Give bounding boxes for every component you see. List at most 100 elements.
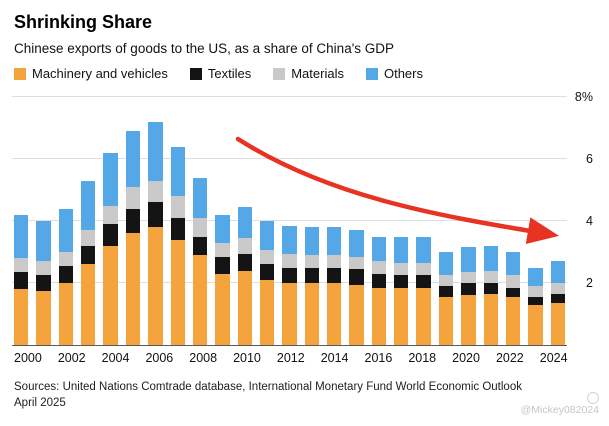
bar-segment: [103, 245, 118, 345]
bar-segment: [215, 256, 230, 274]
bar-segment: [103, 205, 118, 225]
bar-segment: [148, 202, 163, 228]
y-tick-label: 6: [586, 152, 593, 166]
y-tick-label: 8%: [574, 90, 593, 104]
bar-segment: [125, 208, 141, 234]
bar-segment: [371, 287, 387, 345]
y-tick-label: 2: [586, 276, 593, 290]
bar-2023: [528, 97, 543, 345]
bar-segment: [282, 283, 297, 345]
x-tick-label: 2022: [495, 351, 524, 365]
bar-segment: [170, 217, 185, 240]
bar-segment: [550, 261, 565, 284]
bar-segment: [483, 283, 498, 294]
bar-2004: [103, 97, 118, 345]
bar-segment: [237, 270, 252, 345]
bar-2006: [148, 97, 163, 345]
bar-segment: [483, 293, 498, 345]
bar-segment: [461, 295, 476, 345]
bar-segment: [215, 242, 230, 257]
x-tick-label: 2004: [101, 351, 130, 365]
bar-segment: [237, 238, 252, 254]
bar-segment: [215, 214, 230, 243]
bar-segment: [327, 255, 342, 268]
legend-swatch-icon: [189, 67, 202, 80]
y-tick-label: 4: [586, 214, 593, 228]
bar-segment: [36, 261, 51, 276]
bar-segment: [528, 296, 543, 305]
legend-item: Others: [365, 66, 423, 81]
bar-segment: [528, 304, 543, 345]
bar-segment: [327, 227, 342, 256]
header: Shrinking Share Chinese exports of goods…: [0, 0, 609, 56]
bar-segment: [416, 262, 431, 276]
legend-item: Textiles: [189, 66, 251, 81]
bar-segment: [81, 245, 96, 265]
x-tick-label: 2018: [408, 351, 437, 365]
bar-segment: [505, 275, 521, 288]
bar-segment: [170, 196, 185, 218]
x-tick-label: 2000: [14, 351, 42, 365]
x-tick-label: 2016: [364, 351, 393, 365]
bar-segment: [304, 227, 320, 256]
bar-segment: [259, 250, 275, 265]
bar-segment: [461, 272, 476, 284]
bar-segment: [416, 236, 431, 263]
bar-segment: [192, 177, 208, 218]
x-tick-label: 2002: [57, 351, 86, 365]
bar-2010: [237, 97, 252, 345]
bar-2008: [192, 97, 208, 345]
bar-segment: [81, 264, 96, 345]
bar-2000: [14, 97, 29, 345]
x-axis: 2000 2002 2004 2006 2008 2010 2012 2014 2016 2018…: [12, 351, 568, 365]
bar-segment: [215, 273, 230, 345]
y-axis: 2 4 6 8%: [567, 90, 595, 345]
bar-segment: [461, 283, 476, 296]
bar-segment: [14, 272, 29, 290]
bar-2020: [461, 97, 476, 345]
gridline: [12, 96, 567, 97]
bar-segment: [349, 230, 364, 257]
bar-segment: [327, 267, 342, 283]
bar-segment: [438, 252, 454, 276]
x-tick-label: 2010: [233, 351, 261, 365]
bar-segment: [14, 258, 29, 273]
bar-segment: [125, 233, 141, 345]
bar-segment: [528, 286, 543, 297]
bar-2001: [36, 97, 51, 345]
chart: 2 4 6 8% 2000 2002 2004 2006 2008 2010 2012 2014 20…: [12, 90, 595, 365]
x-tick-label: 2024: [539, 351, 568, 365]
bar-segment: [103, 152, 118, 206]
bar-segment: [327, 283, 342, 345]
bar-segment: [371, 236, 387, 262]
bar-2003: [81, 97, 96, 345]
bar-segment: [282, 253, 297, 268]
x-tick-label: 2012: [276, 351, 305, 365]
bar-segment: [36, 290, 51, 345]
bar-segment: [349, 269, 364, 285]
bar-segment: [394, 275, 409, 288]
legend: Machinery and vehicles Textiles Materials O…: [0, 56, 609, 81]
bar-segment: [170, 239, 185, 345]
bar-segment: [416, 287, 431, 345]
bar-2011: [259, 97, 275, 345]
bar-segment: [304, 283, 320, 345]
bar-segment: [58, 283, 74, 345]
x-tick-label: 2006: [145, 351, 174, 365]
legend-item: Machinery and vehicles: [14, 66, 168, 81]
bar-segment: [259, 264, 275, 280]
bar-segment: [259, 279, 275, 345]
bar-segment: [14, 214, 29, 259]
bar-2019: [438, 97, 454, 345]
bar-segment: [58, 252, 74, 266]
bar-segment: [125, 186, 141, 209]
bar-segment: [148, 227, 163, 345]
bar-segment: [438, 275, 454, 287]
bar-2012: [282, 97, 297, 345]
plot-area: [12, 96, 567, 346]
legend-swatch-icon: [14, 67, 26, 80]
bar-segment: [438, 286, 454, 297]
bar-2005: [125, 97, 141, 345]
bar-segment: [304, 267, 320, 283]
bar-segment: [81, 230, 96, 246]
